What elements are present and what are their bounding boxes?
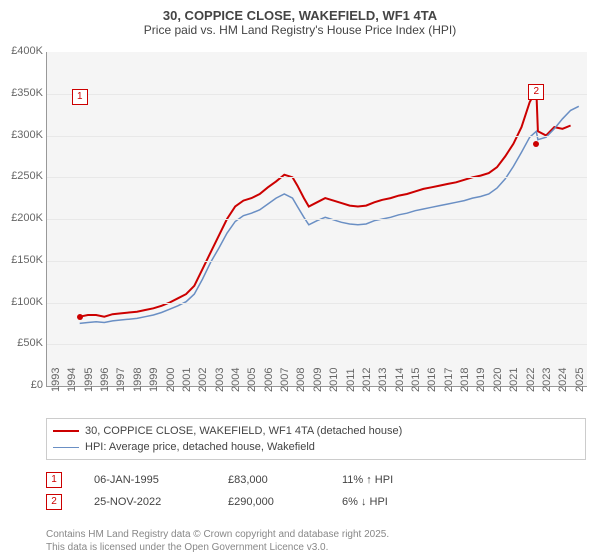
x-tick-label: 2015 <box>410 368 422 392</box>
plot-area: 12 <box>46 52 587 387</box>
x-tick-label: 2008 <box>295 368 307 392</box>
x-tick-label: 2005 <box>246 368 258 392</box>
x-tick-label: 2012 <box>361 368 373 392</box>
footer-line-2: This data is licensed under the Open Gov… <box>46 541 586 554</box>
transaction-price: £83,000 <box>228 474 318 486</box>
x-tick-label: 2022 <box>525 368 537 392</box>
legend-label: 30, COPPICE CLOSE, WAKEFIELD, WF1 4TA (d… <box>85 425 402 437</box>
legend: 30, COPPICE CLOSE, WAKEFIELD, WF1 4TA (d… <box>46 418 586 460</box>
transaction-row: 2 25-NOV-2022 £290,000 6% ↓ HPI <box>46 494 586 510</box>
y-tick-label: £300K <box>0 129 43 141</box>
transaction-price: £290,000 <box>228 496 318 508</box>
x-tick-label: 2004 <box>230 368 242 392</box>
x-tick-label: 1998 <box>132 368 144 392</box>
y-tick-label: £0 <box>0 379 43 391</box>
x-tick-label: 2000 <box>165 368 177 392</box>
y-tick-label: £250K <box>0 170 43 182</box>
x-tick-label: 2019 <box>475 368 487 392</box>
footer-line-1: Contains HM Land Registry data © Crown c… <box>46 528 586 541</box>
x-tick-label: 2014 <box>394 368 406 392</box>
transaction-row: 1 06-JAN-1995 £83,000 11% ↑ HPI <box>46 472 586 488</box>
legend-swatch <box>53 430 79 432</box>
transaction-delta: 11% ↑ HPI <box>342 474 393 486</box>
x-tick-label: 2025 <box>574 368 586 392</box>
transaction-number: 2 <box>46 494 62 510</box>
x-tick-label: 1995 <box>83 368 95 392</box>
x-tick-label: 2020 <box>492 368 504 392</box>
x-tick-label: 2010 <box>328 368 340 392</box>
x-tick-label: 2011 <box>345 368 357 392</box>
x-tick-label: 2003 <box>214 368 226 392</box>
x-tick-label: 1994 <box>66 368 78 392</box>
y-tick-label: £150K <box>0 254 43 266</box>
x-tick-label: 2018 <box>459 368 471 392</box>
legend-row: HPI: Average price, detached house, Wake… <box>53 439 579 455</box>
legend-label: HPI: Average price, detached house, Wake… <box>85 441 315 453</box>
x-tick-label: 1999 <box>148 368 160 392</box>
x-tick-label: 2017 <box>443 368 455 392</box>
chart-title: 30, COPPICE CLOSE, WAKEFIELD, WF1 4TA <box>0 0 600 23</box>
x-tick-label: 1997 <box>115 368 127 392</box>
transaction-date: 06-JAN-1995 <box>94 474 204 486</box>
legend-row: 30, COPPICE CLOSE, WAKEFIELD, WF1 4TA (d… <box>53 423 579 439</box>
series-line <box>80 90 571 317</box>
x-tick-label: 2007 <box>279 368 291 392</box>
x-tick-label: 2024 <box>557 368 569 392</box>
x-tick-label: 2016 <box>426 368 438 392</box>
chart-subtitle: Price paid vs. HM Land Registry's House … <box>0 23 600 41</box>
x-tick-label: 2021 <box>508 368 520 392</box>
x-tick-label: 2023 <box>541 368 553 392</box>
x-tick-label: 1993 <box>50 368 62 392</box>
transaction-dot <box>77 314 83 320</box>
transaction-marker: 1 <box>72 89 88 105</box>
x-tick-label: 2009 <box>312 368 324 392</box>
y-tick-label: £200K <box>0 212 43 224</box>
transaction-number: 1 <box>46 472 62 488</box>
x-tick-label: 2002 <box>197 368 209 392</box>
transaction-date: 25-NOV-2022 <box>94 496 204 508</box>
transaction-delta: 6% ↓ HPI <box>342 496 388 508</box>
x-tick-label: 2006 <box>263 368 275 392</box>
x-tick-label: 2001 <box>181 368 193 392</box>
y-tick-label: £400K <box>0 45 43 57</box>
y-tick-label: £50K <box>0 337 43 349</box>
y-tick-label: £100K <box>0 296 43 308</box>
x-tick-label: 2013 <box>377 368 389 392</box>
y-tick-label: £350K <box>0 87 43 99</box>
series-line <box>80 106 579 323</box>
x-tick-label: 1996 <box>99 368 111 392</box>
legend-swatch <box>53 447 79 448</box>
transaction-marker: 2 <box>528 84 544 100</box>
footer: Contains HM Land Registry data © Crown c… <box>46 528 586 554</box>
chart-container: 30, COPPICE CLOSE, WAKEFIELD, WF1 4TA Pr… <box>0 0 600 560</box>
